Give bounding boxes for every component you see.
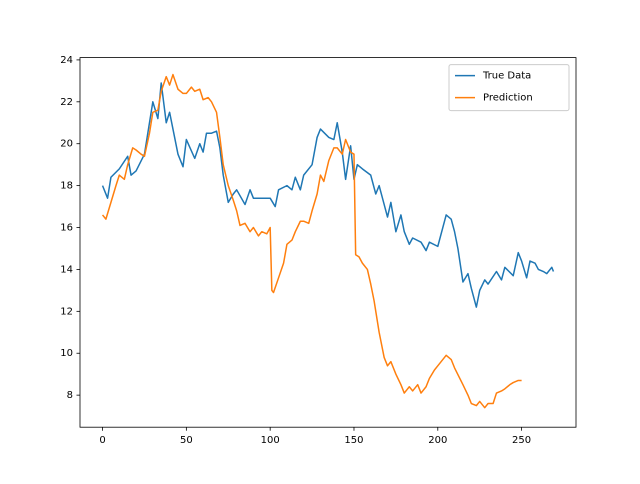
legend-label: True Data bbox=[482, 71, 531, 82]
y-tick-label: 16 bbox=[60, 223, 73, 234]
y-tick-label: 12 bbox=[60, 306, 73, 317]
legend-box bbox=[448, 64, 570, 112]
x-tick-label: 200 bbox=[428, 435, 447, 446]
plot-frame bbox=[79, 57, 577, 428]
x-tick-label: 100 bbox=[261, 435, 280, 446]
y-tick-label: 8 bbox=[67, 390, 73, 401]
y-tick-label: 18 bbox=[60, 181, 73, 192]
x-tick-label: 150 bbox=[344, 435, 363, 446]
data-line bbox=[101, 73, 522, 409]
y-tick-label: 24 bbox=[60, 55, 73, 66]
legend-label: Prediction bbox=[483, 93, 533, 104]
data-line bbox=[101, 82, 555, 308]
y-tick-label: 10 bbox=[60, 348, 73, 359]
y-tick-label: 22 bbox=[60, 97, 73, 108]
x-tick-label: 50 bbox=[180, 435, 193, 446]
y-tick-label: 20 bbox=[60, 139, 73, 150]
x-tick-label: 0 bbox=[99, 435, 105, 446]
y-tick-label: 14 bbox=[60, 264, 73, 275]
x-tick-label: 250 bbox=[512, 435, 531, 446]
